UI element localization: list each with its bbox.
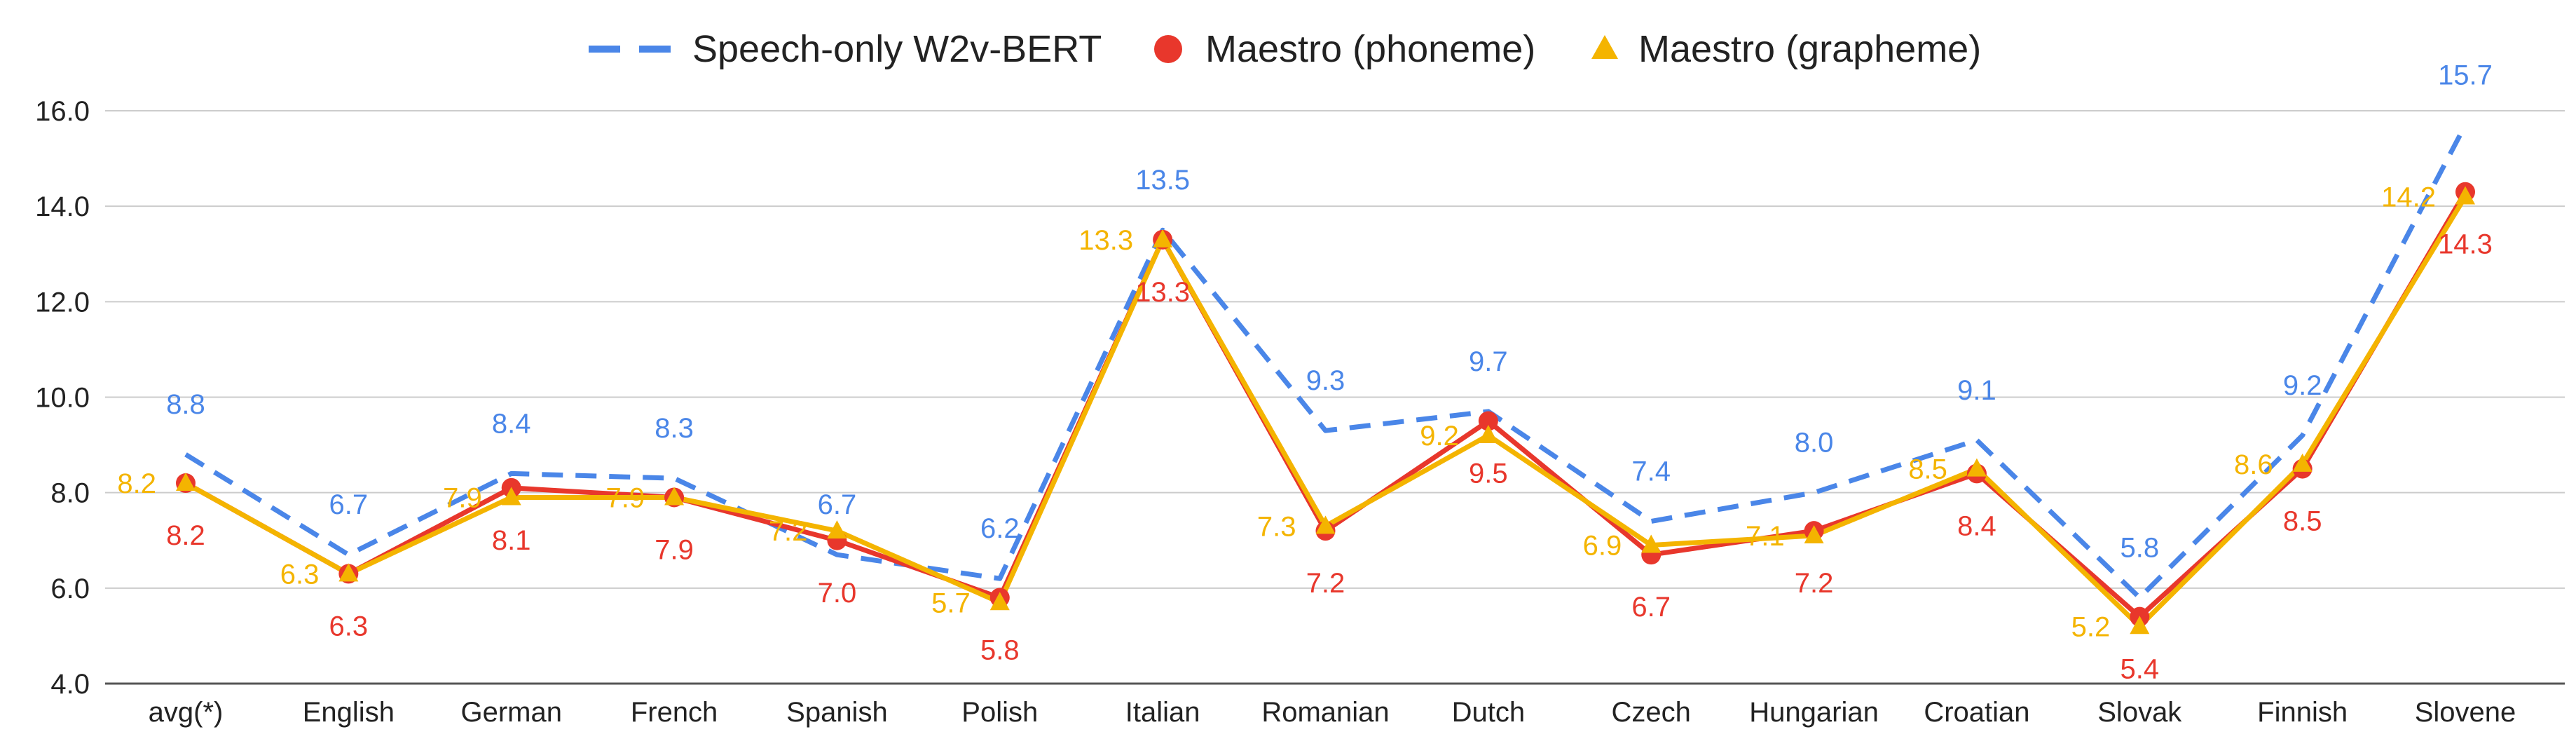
data-label: 5.8	[2120, 532, 2159, 563]
data-point-grapheme	[2130, 616, 2150, 635]
x-category-label: Croatian	[1924, 697, 2029, 728]
x-category-label: Italian	[1125, 697, 1200, 728]
data-point-grapheme	[1804, 524, 1824, 543]
data-label: 13.3	[1078, 225, 1133, 256]
x-category-label: Czech	[1612, 697, 1691, 728]
data-point-grapheme	[1315, 515, 1336, 534]
data-label: 9.2	[2283, 370, 2322, 401]
legend-label: Maestro (grapheme)	[1638, 28, 1981, 70]
x-category-label: Dutch	[1452, 697, 1526, 728]
data-label: 8.2	[117, 468, 156, 499]
data-label: 8.1	[492, 525, 531, 556]
x-axis-categories: avg(*) English German French Spanish Polish It…	[149, 697, 2516, 728]
x-category-label: Hungarian	[1749, 697, 1879, 728]
series-group	[176, 123, 2475, 635]
data-labels: 8.8 8.2 8.2 6.7 6.3 6.3 8.4 8.1 7.9 8.3 7.9 7.9 6.7 7…	[117, 60, 2493, 684]
data-label: 8.3	[655, 413, 694, 444]
y-tick-label: 16.0	[35, 96, 90, 127]
series-line-speech-only	[184, 123, 2468, 600]
data-label: 8.4	[492, 408, 531, 439]
legend-label: Speech-only W2v-BERT	[692, 28, 1102, 70]
data-label: 14.3	[2438, 229, 2493, 260]
data-label: 8.5	[1908, 454, 1947, 485]
data-label: 9.1	[1957, 375, 1996, 406]
data-label: 6.9	[1583, 531, 1622, 562]
data-point-grapheme	[1153, 229, 1173, 247]
data-label: 7.3	[1257, 511, 1296, 542]
data-point-phoneme	[1478, 411, 1498, 431]
data-label: 9.3	[1306, 365, 1345, 396]
y-tick-label: 14.0	[35, 191, 90, 222]
data-point-grapheme	[1478, 424, 1498, 443]
data-label: 9.7	[1469, 346, 1508, 377]
data-point-grapheme	[501, 487, 521, 506]
data-label: 7.2	[1795, 568, 1834, 599]
x-category-label: Slovene	[2415, 697, 2516, 728]
x-category-label: Slovak	[2097, 697, 2182, 728]
data-label: 6.7	[329, 489, 369, 520]
data-label: 8.2	[166, 520, 205, 551]
data-point-grapheme	[989, 592, 1010, 611]
x-category-label: Spanish	[786, 697, 888, 728]
data-point-grapheme	[664, 487, 685, 506]
data-label: 7.9	[655, 534, 694, 565]
legend-swatch-circle	[1154, 35, 1182, 63]
x-category-label: Finnish	[2257, 697, 2348, 728]
data-point-grapheme	[338, 563, 359, 582]
data-label: 5.7	[931, 588, 971, 618]
data-label: 9.5	[1469, 459, 1508, 489]
data-point-grapheme	[2292, 453, 2313, 472]
data-point-grapheme	[1641, 534, 1662, 553]
x-category-label: Polish	[961, 697, 1038, 728]
y-tick-label: 4.0	[50, 669, 90, 700]
y-tick-label: 10.0	[35, 383, 90, 414]
data-point-grapheme	[176, 473, 196, 491]
data-label: 6.3	[280, 559, 320, 590]
x-category-label: French	[631, 697, 718, 728]
data-label: 7.1	[1746, 521, 1785, 552]
data-label: 14.2	[2381, 182, 2436, 213]
legend-label: Maestro (phoneme)	[1205, 28, 1535, 70]
data-point-grapheme	[1966, 458, 1987, 477]
legend-swatch-triangle	[1591, 35, 1618, 59]
data-label: 5.4	[2120, 654, 2159, 685]
data-label: 7.2	[1306, 568, 1345, 599]
data-label: 13.5	[1135, 165, 1190, 196]
data-label: 6.3	[329, 611, 369, 642]
data-label: 5.8	[980, 635, 1020, 665]
data-label: 9.2	[1420, 421, 1459, 452]
x-category-label: Romanian	[1261, 697, 1389, 728]
data-label: 15.7	[2438, 60, 2493, 90]
data-label: 7.9	[443, 482, 482, 513]
data-label: 13.3	[1135, 277, 1190, 308]
data-label: 8.0	[1795, 428, 1834, 459]
data-label: 7.0	[818, 578, 857, 609]
data-label: 6.7	[818, 489, 857, 520]
data-label: 7.9	[605, 482, 645, 513]
data-label: 8.8	[166, 389, 205, 420]
data-label: 8.4	[1957, 510, 1996, 541]
x-category-label: avg(*)	[149, 697, 224, 728]
data-point-grapheme	[827, 520, 847, 539]
data-label: 6.2	[980, 513, 1020, 544]
data-label: 8.5	[2283, 506, 2322, 537]
x-category-label: English	[303, 697, 395, 728]
x-category-label: German	[460, 697, 562, 728]
data-label: 7.4	[1631, 456, 1671, 487]
legend: Speech-only W2v-BERT Maestro (phoneme) Mae…	[589, 28, 1981, 70]
y-axis-ticks: 4.0 6.0 8.0 10.0 12.0 14.0 16.0	[35, 96, 90, 700]
data-label: 7.2	[769, 516, 808, 547]
y-tick-label: 8.0	[50, 478, 90, 509]
y-tick-label: 12.0	[35, 287, 90, 318]
data-point-grapheme	[2455, 186, 2475, 205]
data-label: 6.7	[1631, 592, 1671, 623]
data-label: 8.6	[2234, 449, 2273, 480]
data-label: 5.2	[2071, 611, 2111, 642]
y-tick-label: 6.0	[50, 574, 90, 604]
